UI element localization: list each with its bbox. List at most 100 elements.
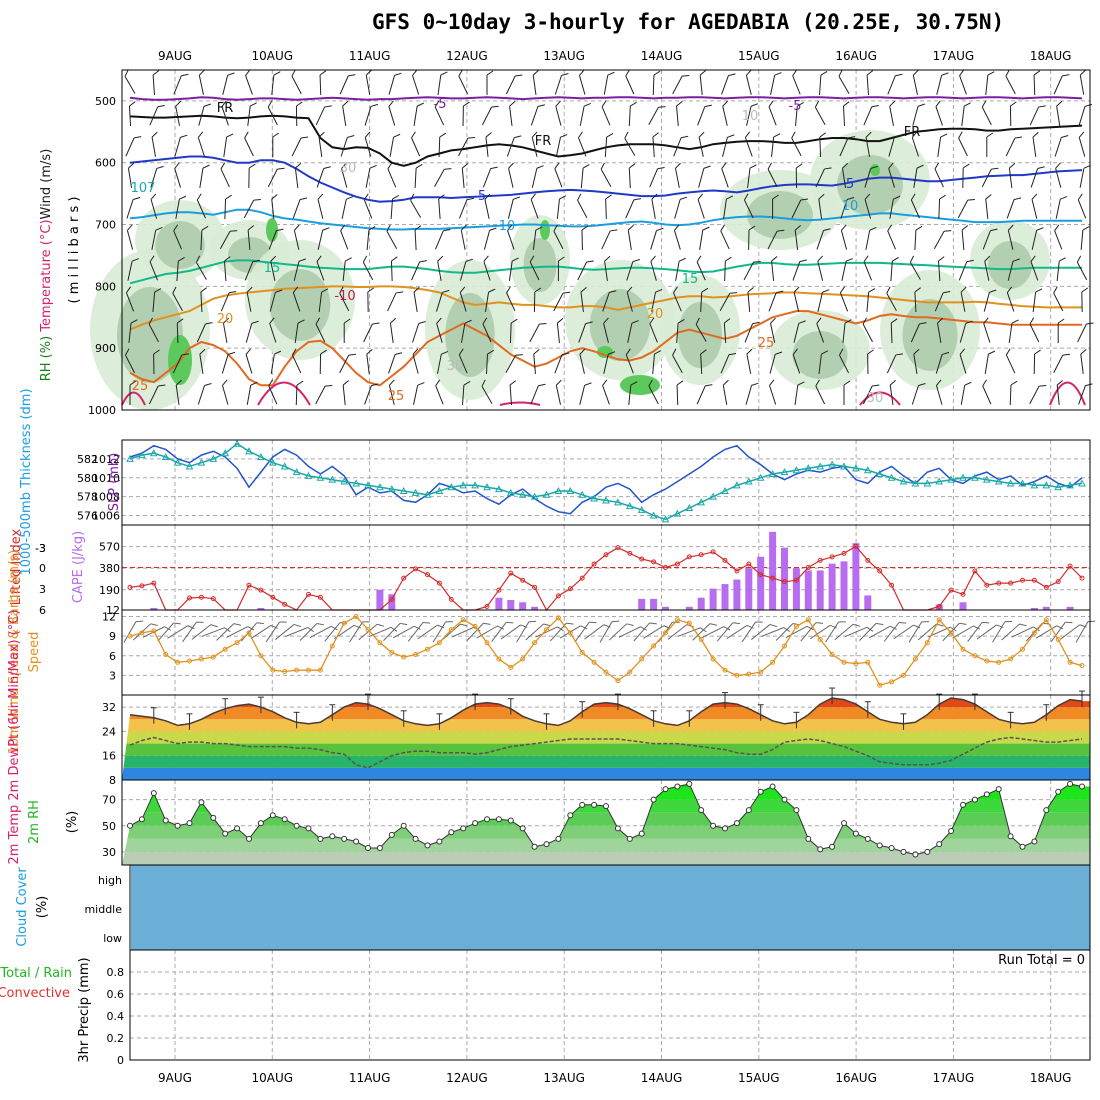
wind-barb-feather bbox=[368, 226, 376, 231]
rh2m-point bbox=[852, 830, 859, 837]
wind10-barb-feather bbox=[838, 621, 846, 623]
wind-barb-staff bbox=[1005, 75, 1016, 95]
wind10-point bbox=[413, 651, 419, 657]
date-label-top: 13AUG bbox=[543, 49, 585, 63]
wind-barb-feather bbox=[271, 194, 278, 200]
wind-barb-staff bbox=[151, 230, 157, 250]
wind10-point bbox=[889, 679, 895, 685]
wind-barb bbox=[935, 379, 943, 405]
wind-barb-staff bbox=[389, 137, 395, 157]
wind10-barb-feather bbox=[898, 622, 907, 624]
thickness-point bbox=[376, 483, 384, 491]
wind-barb-feather bbox=[936, 379, 942, 386]
wind-barb bbox=[435, 228, 451, 250]
wind-barb-feather bbox=[963, 102, 971, 107]
wind-barb bbox=[957, 198, 975, 219]
wind10-point bbox=[615, 678, 621, 684]
wind-barb-feather bbox=[292, 286, 299, 293]
wind-barb-staff bbox=[341, 168, 348, 188]
li-point bbox=[508, 570, 514, 576]
wind-tick-label: 3 bbox=[109, 669, 116, 682]
wind-barb-staff bbox=[676, 322, 679, 344]
dew-contour bbox=[257, 381, 311, 406]
wind10-barb bbox=[265, 621, 287, 643]
wind10-barb-feather bbox=[876, 622, 884, 626]
wind-barb bbox=[530, 193, 539, 219]
wind-barb-staff bbox=[771, 137, 775, 157]
rh-shade-80 bbox=[269, 269, 331, 341]
wind-barb bbox=[198, 69, 205, 95]
cape-tick-label: 570 bbox=[99, 541, 120, 554]
wind-barb-staff bbox=[365, 168, 371, 188]
wind10-point bbox=[579, 650, 585, 655]
wind10-barb-feather bbox=[135, 620, 144, 623]
wind-barb-staff bbox=[746, 354, 752, 374]
wind-barb-feather bbox=[650, 255, 656, 262]
thickness-point bbox=[1054, 483, 1063, 491]
wind-barb-staff bbox=[1006, 292, 1015, 312]
date-label-top: 17AUG bbox=[933, 49, 975, 63]
wind-barb-feather bbox=[652, 132, 659, 138]
wind-barb-staff bbox=[200, 291, 203, 313]
wind10-point bbox=[674, 617, 680, 623]
wind-barb bbox=[318, 288, 329, 312]
rh2m-point bbox=[591, 801, 598, 808]
wind-barb bbox=[390, 256, 398, 282]
wind10-barb bbox=[157, 622, 181, 642]
wind-barb-staff bbox=[220, 168, 230, 188]
wind-barb-feather bbox=[1036, 227, 1044, 231]
rh2m-point bbox=[912, 851, 919, 858]
li-point bbox=[127, 584, 133, 590]
wind-barb bbox=[601, 229, 618, 250]
wind10-barb-staff bbox=[191, 624, 212, 640]
wind-barb-feather bbox=[798, 320, 806, 324]
wind-barb-staff bbox=[1029, 385, 1040, 405]
wind-barb bbox=[1008, 162, 1016, 188]
wind10-barb-staff bbox=[1050, 621, 1066, 643]
wind-barb bbox=[648, 379, 659, 405]
wind-barb bbox=[578, 321, 593, 343]
wind-barb-feather bbox=[654, 350, 662, 355]
wind-barb bbox=[175, 195, 187, 219]
wind-barb-staff bbox=[914, 229, 917, 251]
wind-barb-feather bbox=[181, 73, 189, 77]
wind-barb bbox=[268, 379, 278, 405]
wind-barb-feather bbox=[695, 317, 700, 325]
wind10-barb-staff bbox=[182, 621, 197, 643]
isotherm-label: -5 bbox=[434, 97, 447, 112]
wind-barb bbox=[959, 320, 973, 343]
wind-barb-staff bbox=[437, 261, 442, 281]
cloud-tick-label: high bbox=[98, 874, 122, 887]
wind-barb-feather bbox=[606, 133, 614, 138]
wind-barb-staff bbox=[270, 261, 276, 281]
wind-barb-feather bbox=[746, 69, 752, 76]
cape-bar bbox=[781, 547, 788, 610]
wind-barb-feather bbox=[393, 133, 401, 138]
wind-barb bbox=[151, 226, 163, 250]
wind-barb-staff bbox=[434, 169, 445, 187]
wind-barb-feather bbox=[967, 198, 975, 201]
rh2m-point bbox=[722, 825, 728, 832]
wind-barb bbox=[840, 224, 848, 250]
wind-barb-feather bbox=[222, 379, 228, 386]
rh-shade-90 bbox=[597, 346, 613, 358]
wind-barb bbox=[365, 164, 377, 188]
li-point bbox=[639, 556, 645, 562]
wind-barb-staff bbox=[985, 75, 989, 95]
cape-bar bbox=[685, 606, 693, 610]
wind-barb-feather bbox=[539, 322, 547, 325]
wind-barb-staff bbox=[602, 385, 610, 405]
wind-barb-staff bbox=[386, 231, 398, 249]
li-point bbox=[793, 577, 799, 583]
wind-barb-feather bbox=[291, 348, 297, 356]
slp-tick-label: 1010 bbox=[92, 472, 120, 485]
wind-barb bbox=[341, 196, 354, 219]
wind-barb-feather bbox=[648, 379, 653, 387]
li-point bbox=[1031, 577, 1037, 583]
thickness-point bbox=[935, 477, 944, 485]
wind-barb-staff bbox=[174, 168, 182, 188]
wind-barb bbox=[818, 193, 825, 219]
wind-barb-staff bbox=[1054, 230, 1063, 250]
wind-barb bbox=[411, 260, 427, 281]
rh-shade-80 bbox=[988, 241, 1032, 289]
